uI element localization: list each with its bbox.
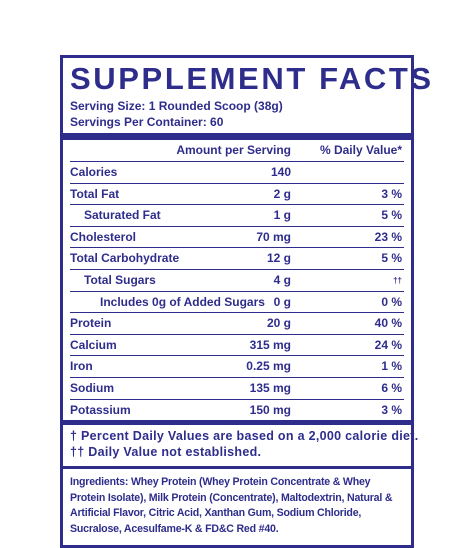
ingredients-label: Ingredients: <box>70 476 129 489</box>
amount: 2 g <box>273 186 291 201</box>
column-header: Amount per Serving % Daily Value* <box>70 140 404 162</box>
footnote: † Percent Daily Values are based on a 2,… <box>70 429 419 444</box>
nutrient-label: Potassium <box>70 402 131 417</box>
nutrient-label: Calories <box>70 165 118 179</box>
column-heading: % Daily Value* <box>319 143 402 157</box>
nutrient-row: Total Carbohydrate 12 g 5 % <box>70 248 404 270</box>
amount: 1 g <box>273 208 291 223</box>
amount: 150 mg <box>249 402 291 417</box>
nutrient-label: Total Carbohydrate <box>70 251 180 266</box>
nutrient-row: Iron 0.25 mg 1 % <box>70 356 404 378</box>
nutrient-label: Cholesterol <box>70 229 137 244</box>
thick-rule <box>63 133 411 140</box>
nutrient-label: Sodium <box>70 380 114 395</box>
title: SUPPLEMENT FACTS <box>70 61 434 96</box>
amount: 70 mg <box>256 229 291 244</box>
daily-value: 3 % <box>381 186 402 201</box>
servings-per-container: Servings Per Container: 60 <box>70 115 224 129</box>
nutrient-row: Includes 0g of Added Sugars 0 g 0 % <box>70 292 404 314</box>
ingredients-text: Whey Protein (Whey Protein Concentrate &… <box>70 476 393 535</box>
amount: 140 <box>270 165 291 179</box>
nutrient-row: Cholesterol 70 mg 23 % <box>70 227 404 249</box>
daily-value: 24 % <box>374 337 402 352</box>
nutrient-rows: Calories 140 Total Fat 2 g 3 % Saturated Fat 1… <box>63 162 411 420</box>
daily-value: 40 % <box>374 316 402 331</box>
amount: 12 g <box>266 251 291 266</box>
nutrient-label: Includes 0g of Added Sugars <box>100 294 265 309</box>
divider <box>63 466 411 470</box>
daily-value: 23 % <box>374 229 402 244</box>
nutrient-row: Calcium 315 mg 24 % <box>70 335 404 357</box>
daily-value: †† <box>393 275 402 285</box>
daily-value: 5 % <box>381 251 402 266</box>
ingredients: Ingredients: Whey Protein (Whey Protein … <box>63 469 411 545</box>
amount: 4 g <box>273 272 291 287</box>
nutrient-row: Potassium 150 mg 3 % <box>70 400 404 421</box>
nutrient-label: Protein <box>70 316 112 331</box>
amount: 135 mg <box>249 380 291 395</box>
daily-value: 5 % <box>381 208 402 223</box>
nutrient-row: Protein 20 g 40 % <box>70 313 404 335</box>
serving-size: Serving Size: 1 Rounded Scoop (38g) <box>70 99 283 113</box>
nutrient-row: Saturated Fat 1 g 5 % <box>70 205 404 227</box>
supplement-facts-panel: SUPPLEMENT FACTS Serving Size: 1 Rounded… <box>60 55 434 548</box>
amount: 20 g <box>266 316 291 331</box>
nutrient-label: Total Sugars <box>84 272 156 287</box>
nutrient-row: Total Sugars 4 g †† <box>70 270 404 292</box>
nutrient-row: Calories 140 <box>70 162 404 184</box>
nutrient-label: Calcium <box>70 337 117 352</box>
daily-value: 3 % <box>381 402 402 417</box>
daily-value: 0 % <box>381 294 402 309</box>
amount: 0 g <box>273 294 291 309</box>
nutrient-row: Sodium 135 mg 6 % <box>70 378 404 400</box>
amount: 315 mg <box>249 337 291 352</box>
nutrient-label: Total Fat <box>70 186 120 201</box>
nutrient-label: Saturated Fat <box>84 208 161 223</box>
daily-value: 1 % <box>381 359 402 374</box>
daily-value: 6 % <box>381 380 402 395</box>
amount: 0.25 mg <box>246 359 291 374</box>
nutrient-row: Total Fat 2 g 3 % <box>70 184 404 206</box>
thick-rule <box>63 420 411 426</box>
nutrient-label: Iron <box>70 359 93 374</box>
column-heading: Amount per Serving <box>176 143 291 157</box>
footnote: †† Daily Value not established. <box>70 445 262 460</box>
